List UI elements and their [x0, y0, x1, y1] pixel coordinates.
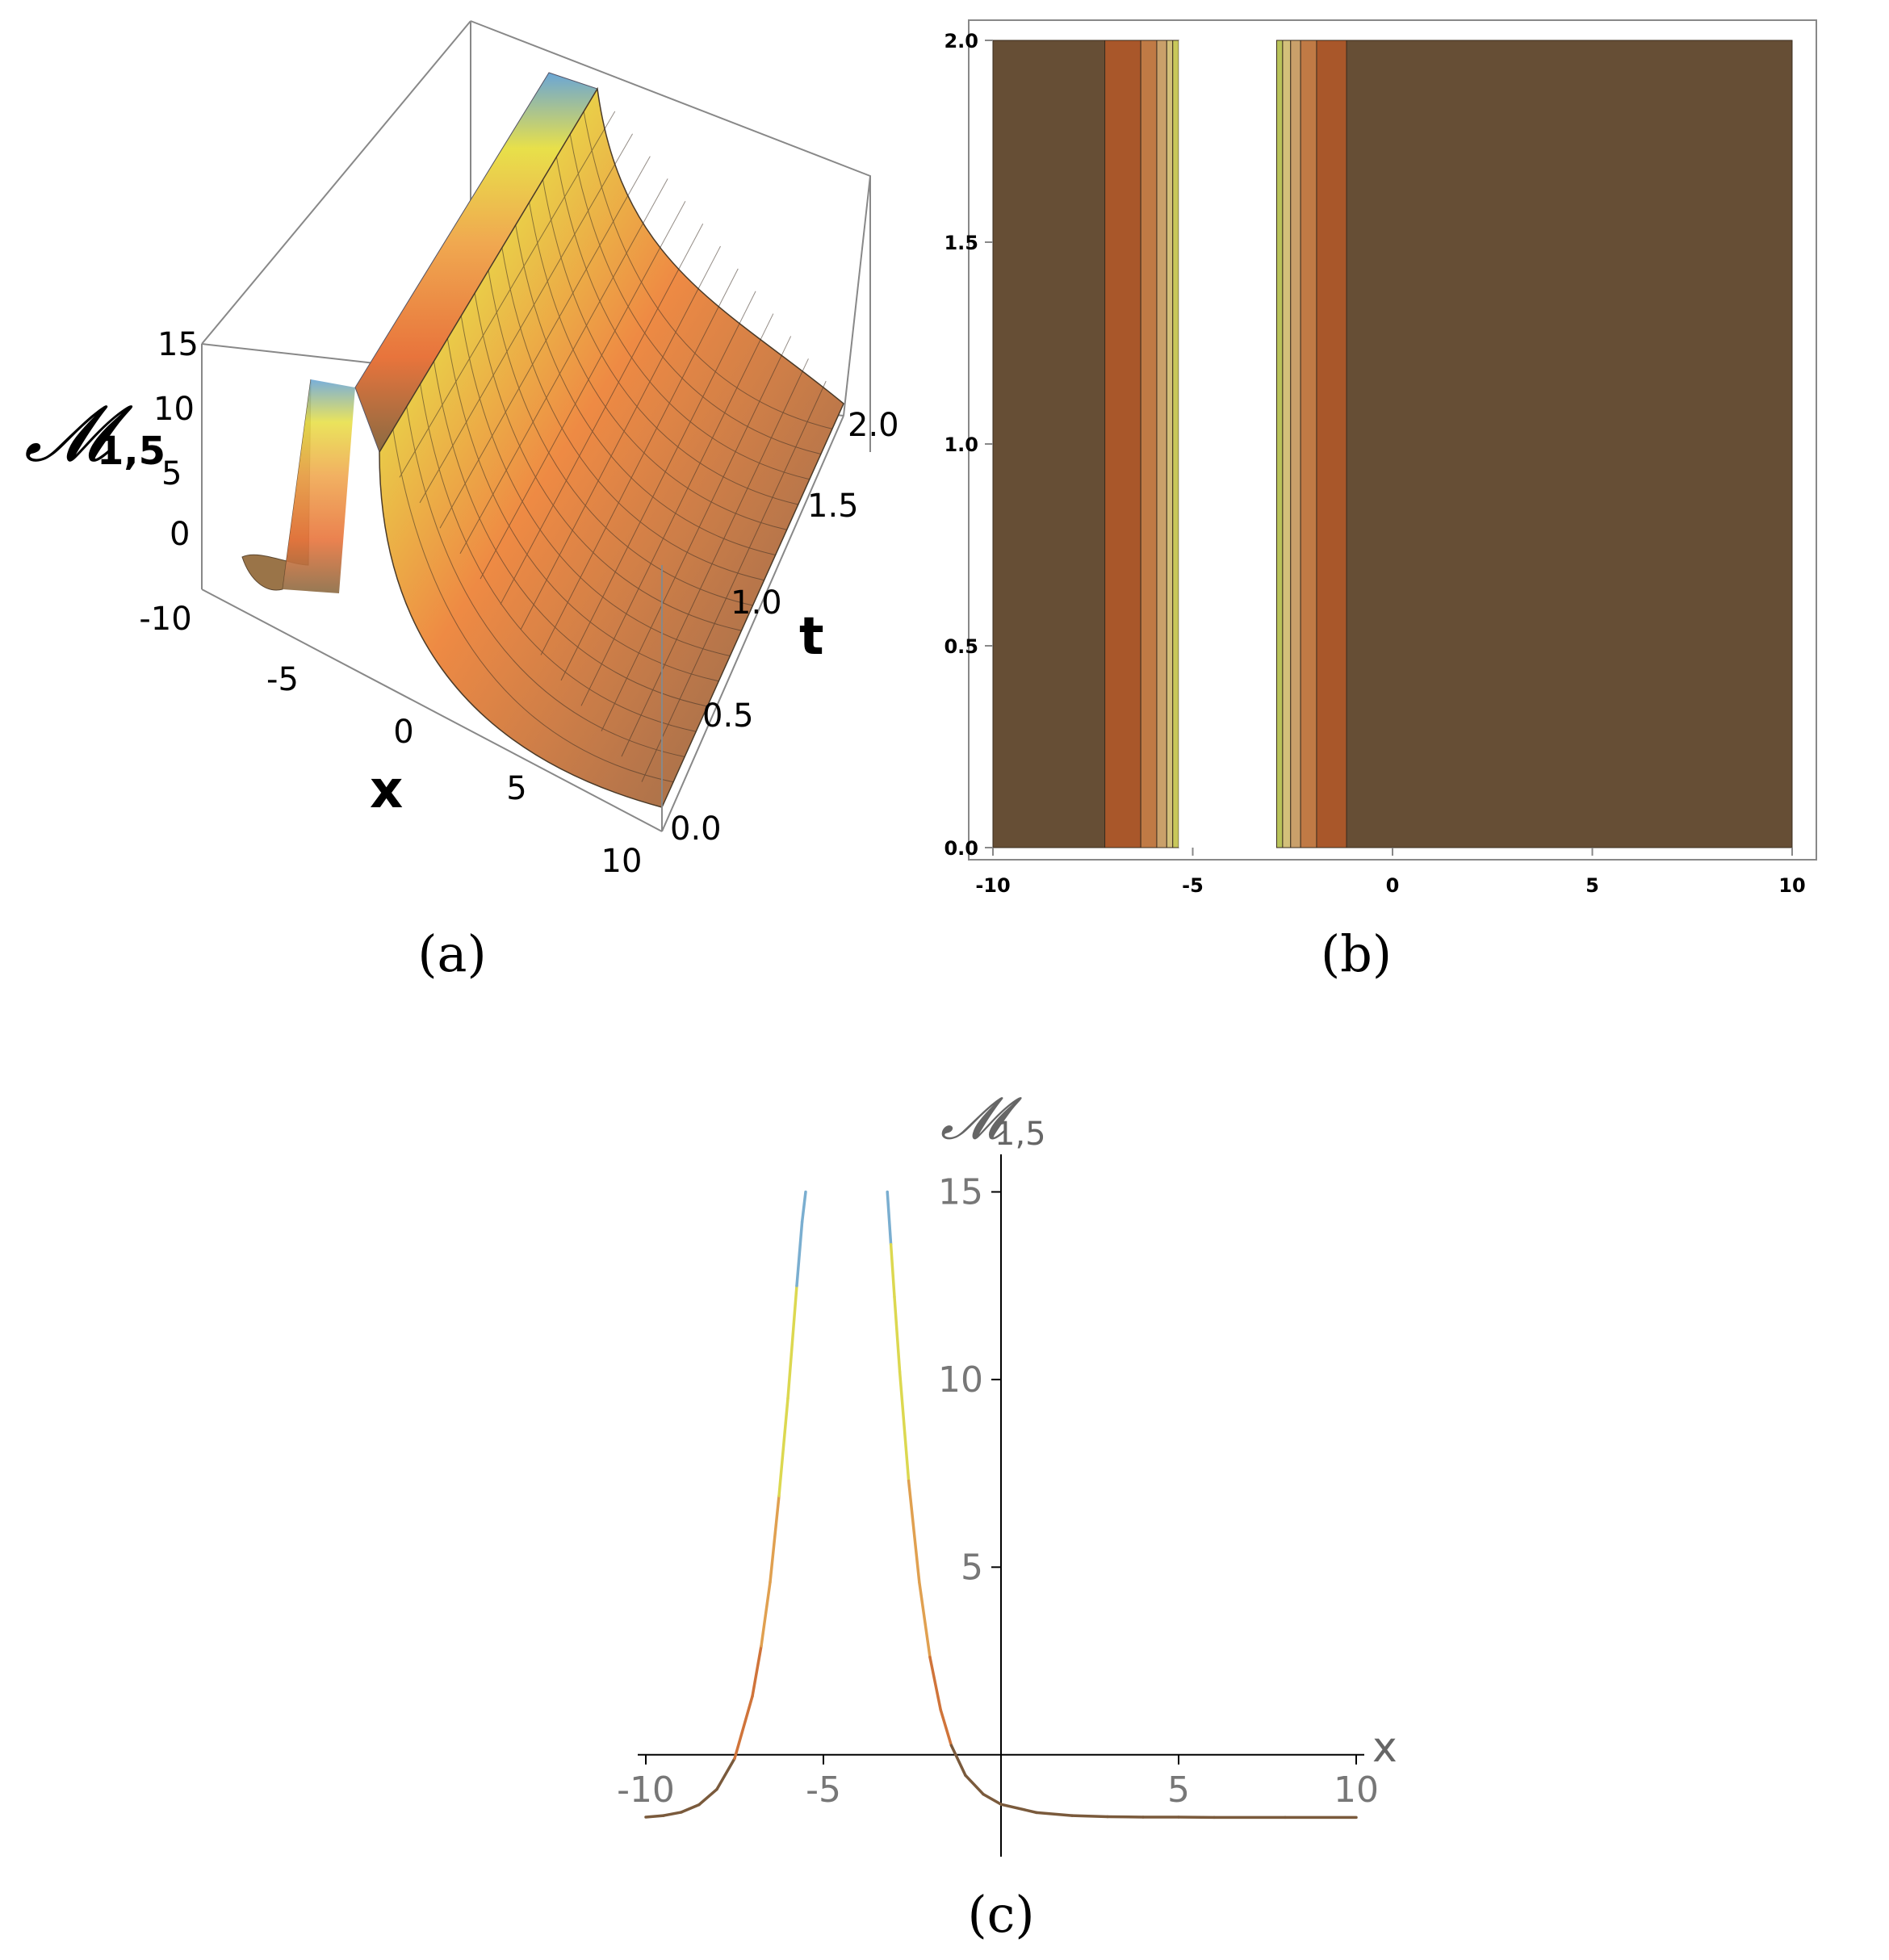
t-tick-label: 0.0	[670, 810, 722, 848]
z-axis-label-sub: 1,5	[97, 429, 165, 474]
contour-band	[1104, 40, 1141, 848]
line-segment	[800, 1190, 807, 1224]
decay-surface	[379, 86, 844, 808]
z-tick-label: 0	[170, 516, 190, 553]
line-segment	[786, 1284, 798, 1400]
t-tick-label: 0.5	[702, 697, 754, 735]
surface-mesh	[392, 111, 833, 783]
line-segment	[949, 1744, 967, 1778]
x-tick-label: -10	[617, 1769, 675, 1811]
y-tick-label: 0.0	[944, 837, 978, 860]
line-segment	[733, 1694, 754, 1761]
contour-band	[992, 40, 1106, 848]
z-tick-label: 5	[161, 455, 182, 492]
line-segment	[769, 1494, 781, 1584]
t-axis-ticks: 0.0 0.5 1.0 1.5 2.0	[670, 407, 899, 848]
line-axes: -10 -5 5 10 5 10 15	[617, 1154, 1379, 1857]
line-segment	[795, 1220, 804, 1288]
line-segment	[898, 1370, 911, 1483]
panel-b: -10 -5 0 5 10 0.0 0.5 1.0 1.5 2.0	[912, 0, 1889, 920]
line-segment	[777, 1397, 790, 1497]
x-tick-label: 10	[1778, 874, 1805, 897]
left-ridge-wall	[283, 379, 355, 593]
line-series	[644, 1190, 1358, 1820]
x-tick-label: 5	[1167, 1769, 1190, 1811]
t-tick-label: 1.5	[807, 488, 859, 525]
line-segment	[751, 1644, 763, 1698]
x-tick-label: 10	[601, 843, 643, 880]
x-axis-label: x	[370, 760, 403, 820]
x-tick-label: 0	[1386, 874, 1400, 897]
x-tick-label: -10	[975, 874, 1010, 897]
y-tick-label: 0.5	[944, 635, 978, 658]
x-tick-label: -10	[139, 601, 191, 638]
contour-band	[1166, 40, 1174, 848]
y-tick-label: 1.5	[944, 232, 978, 254]
line-segment	[982, 1792, 1003, 1806]
panel-c: -10 -5 5 10 5 10 15 𝓜 1,5 x	[565, 1041, 1453, 1873]
x-tick-label: -5	[806, 1769, 841, 1811]
line-segment	[999, 1803, 1038, 1815]
x-tick-label: 5	[506, 770, 526, 807]
contour-band	[1282, 40, 1292, 848]
caption-a: (a)	[417, 924, 487, 983]
caption-c: (c)	[967, 1885, 1035, 1944]
t-tick-label: 1.0	[731, 584, 782, 622]
x-axis-ticks: -10 -5 0 5 10	[139, 601, 642, 880]
line-segment	[644, 1814, 665, 1819]
t-tick-label: 2.0	[848, 407, 899, 444]
y-axis-label-sub: 1,5	[995, 1116, 1046, 1153]
contour-band	[1275, 40, 1284, 848]
line-segment	[662, 1811, 683, 1817]
x-tick-label: -5	[1182, 874, 1204, 897]
x-tick-label: 10	[1334, 1769, 1379, 1811]
line-segment	[760, 1581, 772, 1648]
y-tick-label: 1.0	[944, 433, 978, 456]
panel-a: 15 10 5 0 -10 -5 0 5 10 0.0 0.5 1.0 1.5 2.0 𝓜 1,5 x…	[0, 0, 912, 888]
contour-bands	[992, 40, 1793, 848]
y-tick-label: 5	[961, 1547, 983, 1588]
contour-band	[1156, 40, 1167, 848]
contour-band	[1316, 40, 1347, 848]
contour-band	[1172, 40, 1179, 848]
line-segment	[918, 1581, 932, 1659]
line-segment	[939, 1708, 953, 1747]
line-segment	[697, 1787, 718, 1807]
line-segment	[964, 1774, 985, 1796]
line-segment	[893, 1295, 902, 1374]
contour-band	[1346, 40, 1793, 848]
y-tick-label: 10	[938, 1359, 983, 1401]
y-tick-label: 2.0	[944, 30, 978, 52]
line-segment	[928, 1656, 942, 1711]
contour-axis-ticks: -10 -5 0 5 10 0.0 0.5 1.0 1.5 2.0	[944, 30, 1805, 897]
z-tick-label: 15	[157, 326, 199, 363]
contour-band	[1140, 40, 1158, 848]
caption-b: (b)	[1320, 924, 1393, 983]
y-tick-label: 15	[938, 1171, 983, 1212]
z-tick-label: 10	[153, 391, 195, 428]
line-segment	[1035, 1811, 1074, 1817]
contour-band	[1179, 40, 1277, 848]
line-segment	[889, 1242, 896, 1299]
t-axis-label: t	[799, 607, 824, 667]
x-axis-label: x	[1372, 1723, 1397, 1772]
line-segment	[886, 1190, 893, 1246]
contour-band	[1300, 40, 1317, 848]
line-segment	[907, 1479, 921, 1584]
x-tick-label: 0	[393, 714, 413, 751]
contour-plot: -10 -5 0 5 10 0.0 0.5 1.0 1.5 2.0	[944, 19, 1817, 897]
z-axis-ticks: 15 10 5 0	[153, 326, 199, 553]
contour-band	[1290, 40, 1301, 848]
x-tick-label: -5	[266, 661, 299, 698]
line-segment	[715, 1757, 736, 1791]
x-tick-label: 5	[1585, 874, 1599, 897]
line-segment	[680, 1803, 701, 1814]
